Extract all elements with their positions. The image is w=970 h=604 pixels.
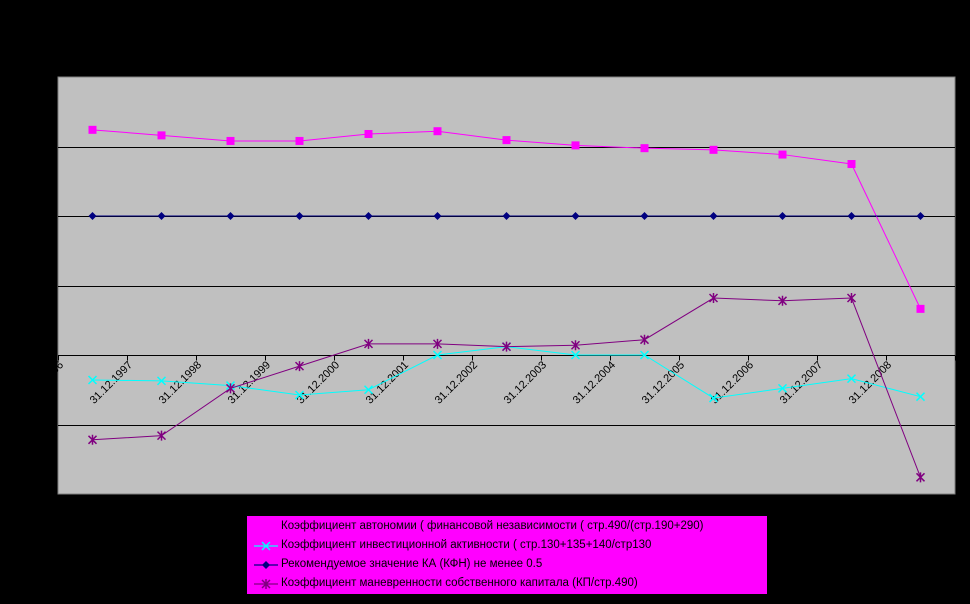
marker-square xyxy=(571,141,580,150)
marker-star xyxy=(225,383,236,394)
legend: Коэффициент автономии ( финансовой незав… xyxy=(246,515,768,595)
marker-star xyxy=(846,293,857,304)
marker-diamond xyxy=(226,212,235,220)
marker-square xyxy=(88,125,97,134)
marker-x xyxy=(570,350,581,360)
marker-x xyxy=(87,375,98,385)
marker-diamond xyxy=(295,212,304,220)
marker-x xyxy=(432,350,443,360)
marker-star xyxy=(432,338,443,349)
marker-star xyxy=(915,472,926,483)
legend-entry: Коэффициент автономии ( финансовой незав… xyxy=(247,517,769,537)
marker-square xyxy=(226,136,235,145)
chart-svg: 31.12.1996 31.12.1997 31.12.1998 31.12.1999… xyxy=(57,76,956,495)
marker-square xyxy=(433,127,442,136)
marker-x xyxy=(639,350,650,360)
marker-x xyxy=(294,390,305,400)
marker-diamond xyxy=(502,212,511,220)
marker-square xyxy=(847,160,856,169)
marker-star xyxy=(777,295,788,306)
marker-diamond xyxy=(916,212,925,220)
marker-square xyxy=(916,304,925,313)
marker-x xyxy=(846,374,857,384)
marker-diamond xyxy=(640,212,649,220)
marker-square xyxy=(295,136,304,145)
marker-diamond xyxy=(778,212,787,220)
legend-swatch xyxy=(254,579,278,589)
marker-x xyxy=(708,393,719,403)
legend-entry: Коэффициент маневренности собственного к… xyxy=(247,574,769,594)
marker-diamond xyxy=(433,212,442,220)
marker-x xyxy=(156,376,167,386)
marker-square xyxy=(778,150,787,159)
legend-label: Коэффициент маневренности собственного к… xyxy=(281,577,638,589)
marker-diamond xyxy=(571,212,580,220)
marker-star xyxy=(363,338,374,349)
marker-star xyxy=(708,293,719,304)
marker-x xyxy=(777,383,788,393)
marker-star xyxy=(501,341,512,352)
marker-square xyxy=(502,136,511,145)
legend-swatch xyxy=(254,561,278,569)
marker-star xyxy=(87,434,98,445)
legend-label: Рекомендуемое значение КА (КФН) не менее… xyxy=(281,558,543,570)
marker-square xyxy=(157,131,166,140)
marker-star xyxy=(570,340,581,351)
plot-area xyxy=(57,76,956,495)
legend-label: Коэффициент автономии ( финансовой незав… xyxy=(281,520,704,532)
legend-entry: Коэффициент инвестиционной активности ( … xyxy=(247,536,769,556)
legend-swatch xyxy=(254,523,278,531)
legend-label: Коэффициент инвестиционной активности ( … xyxy=(281,539,652,551)
marker-square xyxy=(364,129,373,138)
marker-diamond xyxy=(88,212,97,220)
marker-square xyxy=(640,144,649,153)
legend-swatch xyxy=(254,541,278,551)
marker-star xyxy=(294,361,305,372)
marker-x xyxy=(915,392,926,402)
legend-entry: Рекомендуемое значение КА (КФН) не менее… xyxy=(247,555,769,575)
marker-diamond xyxy=(709,212,718,220)
marker-star xyxy=(156,430,167,441)
marker-diamond xyxy=(157,212,166,220)
marker-x xyxy=(363,385,374,395)
marker-square xyxy=(709,145,718,154)
marker-diamond xyxy=(847,212,856,220)
marker-diamond xyxy=(364,212,373,220)
marker-star xyxy=(639,334,650,345)
